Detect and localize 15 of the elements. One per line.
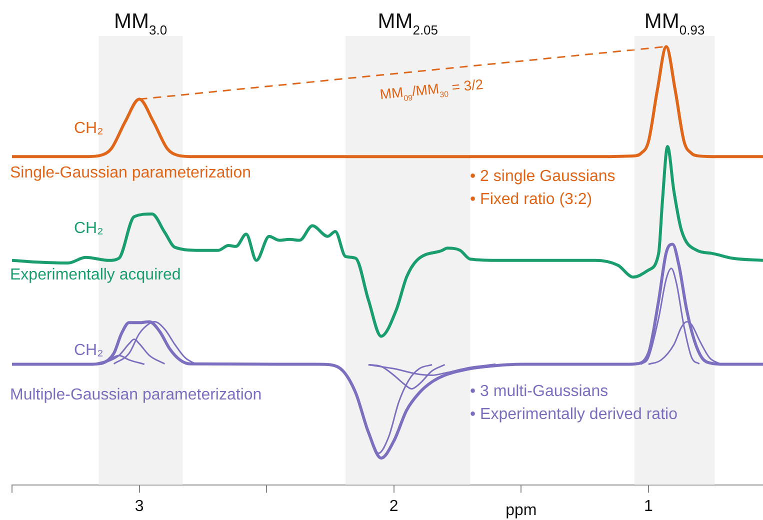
annotation: • Experimentally derived ratio <box>470 406 678 423</box>
annotation: • Fixed ratio (3:2) <box>470 191 592 208</box>
series-label: Single-Gaussian parameterization <box>10 164 252 182</box>
annotation: • 2 single Gaussians <box>470 168 616 185</box>
series-label: Multiple-Gaussian parameterization <box>10 386 262 404</box>
annotation: CH₂ <box>74 342 104 359</box>
annotation: CH₂ <box>74 120 104 137</box>
x-tick-label: 3 <box>134 498 144 515</box>
annotation: CH₂ <box>74 220 104 237</box>
annotation: MM09/MM30 = 3/2 <box>379 76 484 104</box>
x-tick-label: 1 <box>644 498 653 515</box>
series-label: Experimentally acquired <box>10 266 181 284</box>
x-axis-title: ppm <box>506 502 537 519</box>
x-tick-label: 2 <box>389 498 398 515</box>
annotation: • 3 multi-Gaussians <box>470 383 608 400</box>
